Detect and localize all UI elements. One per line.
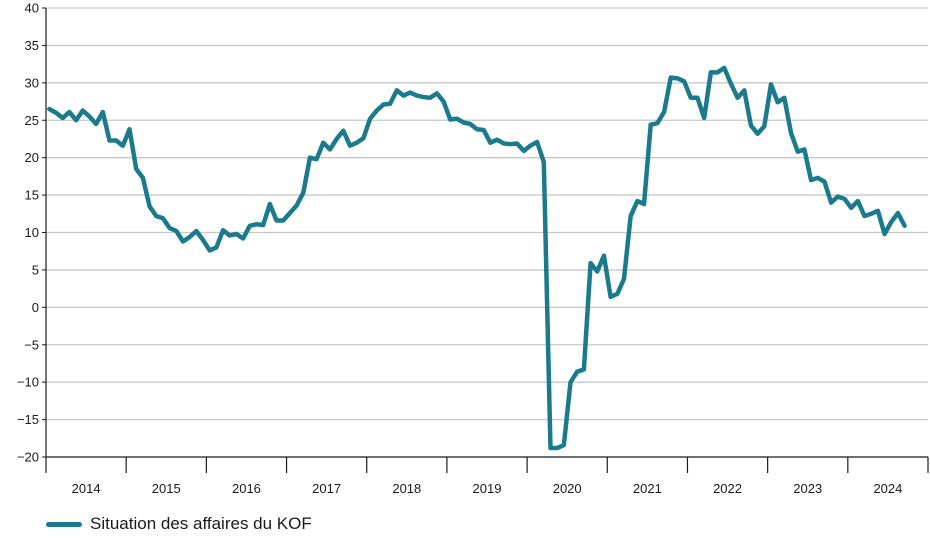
x-tick-label: 2017	[312, 481, 341, 496]
y-tick-label: 40	[25, 1, 39, 16]
x-tick-label: 2023	[793, 481, 822, 496]
x-tick-label: 2014	[72, 481, 101, 496]
y-tick-label: −10	[17, 375, 39, 390]
x-tick-label: 2022	[713, 481, 742, 496]
y-tick-label: 5	[32, 262, 39, 277]
y-axis: −20 −15 −10 −5 0 5 10 15 20 25 30 35 40	[17, 1, 47, 465]
y-tick-label: 30	[25, 75, 39, 90]
series-layer	[47, 65, 907, 451]
x-tick-label: 2016	[232, 481, 261, 496]
x-axis: 2014 2015 2016 2017 2018 2019 2020 2021 2022 2023…	[45, 456, 929, 496]
x-tick-label: 2018	[392, 481, 421, 496]
y-tick-label: 25	[25, 113, 39, 128]
y-tick-label: −15	[17, 412, 39, 427]
y-tick-label: 0	[32, 300, 39, 315]
y-tick-label: 35	[25, 38, 39, 53]
x-tick-label: 2020	[553, 481, 582, 496]
y-tick-label: −5	[24, 337, 39, 352]
x-tick-label: 2024	[873, 481, 902, 496]
x-tick-label: 2015	[152, 481, 181, 496]
x-tick-label: 2021	[633, 481, 662, 496]
y-tick-label: 20	[25, 150, 39, 165]
legend-label: Situation des affaires du KOF	[90, 514, 312, 533]
y-tick-label: 10	[25, 225, 39, 240]
line-chart: −20 −15 −10 −5 0 5 10 15 20 25 30 35 40 2014 2015 2016…	[17, 1, 929, 496]
series-line	[47, 65, 907, 451]
legend: Situation des affaires du KOF	[46, 514, 312, 534]
y-tick-label: −20	[17, 450, 39, 465]
gridlines	[46, 7, 928, 421]
x-tick-label: 2019	[473, 481, 502, 496]
legend-swatch	[46, 521, 82, 527]
y-tick-label: 15	[25, 188, 39, 203]
